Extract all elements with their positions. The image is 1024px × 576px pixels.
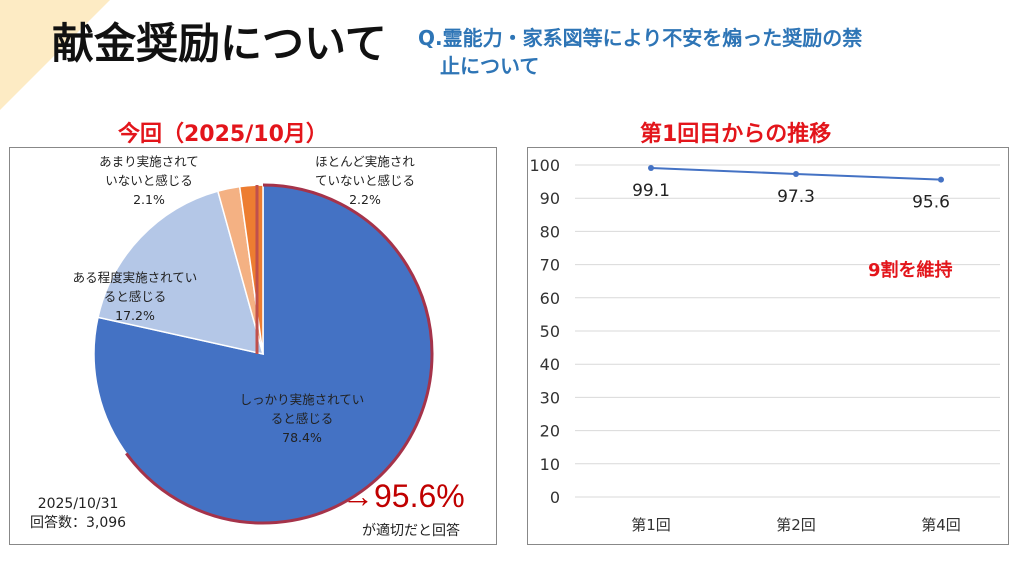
pie-label-slice-3: ほとんど実施され ていないと感じる 2.2% — [314, 154, 415, 207]
y-tick-label: 30 — [540, 388, 560, 407]
pie-label-slice-1: ある程度実施されてい ると感じる 17.2% — [72, 270, 198, 323]
highlight-value: →95.6% — [342, 478, 465, 514]
x-tick-label: 第1回 — [631, 516, 671, 534]
y-tick-label: 10 — [540, 455, 560, 474]
data-point — [793, 170, 799, 177]
y-tick-label: 80 — [540, 222, 560, 241]
y-tick-label: 60 — [540, 289, 560, 308]
line-chart-panel — [527, 147, 1009, 545]
x-tick-label: 第2回 — [776, 516, 816, 534]
line-title: 第1回目からの推移 — [640, 122, 832, 147]
data-point — [938, 176, 944, 183]
y-tick-label: 20 — [540, 422, 560, 441]
pie-slice-1 — [97, 190, 265, 356]
pie-chart — [93, 183, 434, 525]
page-title: 献金奨励について — [52, 19, 387, 68]
survey-info: 2025/10/31 回答数：3,096 — [30, 496, 127, 531]
pie-title: 今回（2025/10月） — [118, 122, 328, 147]
y-tick-label: 0 — [550, 488, 560, 507]
y-tick-label: 100 — [529, 156, 560, 175]
corner-decoration — [0, 0, 110, 110]
data-point — [648, 164, 654, 171]
annotation: 9割を維持 — [868, 260, 953, 281]
pie-label-slice-2: あまり実施されて いないと感じる 2.1% — [99, 154, 199, 207]
question-line-2: 止について — [440, 54, 540, 78]
data-label: 99.1 — [632, 181, 670, 201]
y-tick-label: 90 — [540, 189, 560, 208]
y-tick-label: 50 — [540, 322, 560, 341]
pie-label-slice-0: しっかり実施されてい ると感じる 78.4% — [239, 392, 365, 445]
y-tick-label: 40 — [540, 355, 560, 374]
highlight-outline — [125, 183, 434, 525]
question-line-1: Q.霊能力・家系図等により不安を煽った奨励の禁 — [418, 26, 863, 50]
data-label: 97.3 — [777, 187, 815, 207]
data-label: 95.6 — [912, 193, 950, 213]
x-tick-label: 第4回 — [921, 516, 961, 534]
y-tick-label: 70 — [540, 256, 560, 275]
question-text: Q.霊能力・家系図等により不安を煽った奨励の禁 止について — [418, 24, 998, 80]
highlight-note: が適切だと回答 — [362, 523, 460, 539]
